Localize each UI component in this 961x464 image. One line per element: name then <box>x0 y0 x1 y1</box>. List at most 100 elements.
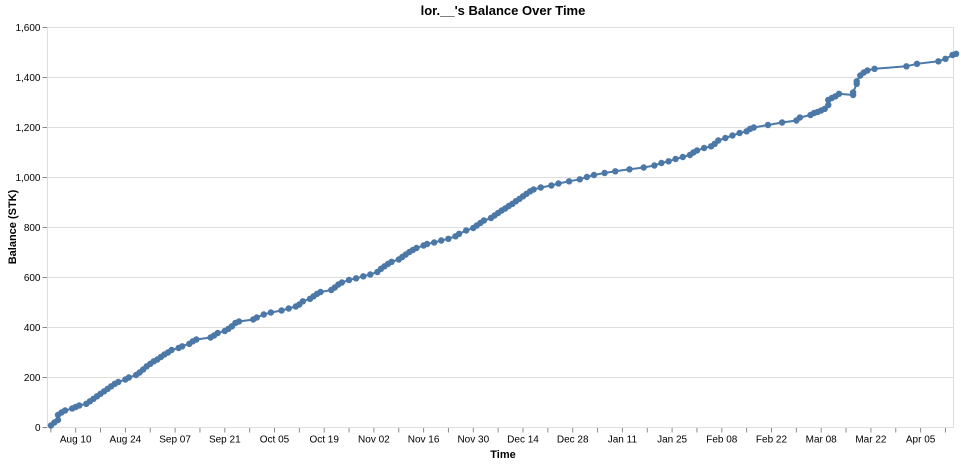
data-point <box>626 166 633 173</box>
x-tick-label: Sep 21 <box>209 435 241 446</box>
x-tick-label: Feb 22 <box>756 435 788 446</box>
data-point <box>179 343 186 350</box>
data-point <box>583 173 591 181</box>
x-tick-label: Jan 25 <box>657 435 687 446</box>
data-point <box>555 180 562 187</box>
data-point <box>576 176 583 183</box>
data-point <box>76 402 83 409</box>
x-tick-label: Aug 10 <box>60 435 92 446</box>
y-tick-label: 1,600 <box>15 23 40 34</box>
x-tick-label: Apr 05 <box>906 435 936 446</box>
data-point <box>438 237 445 244</box>
data-point <box>651 162 658 169</box>
data-point <box>722 134 729 142</box>
data-point <box>235 318 243 325</box>
data-point <box>260 311 267 318</box>
data-point <box>750 124 757 131</box>
data-point <box>54 416 62 424</box>
data-point <box>764 121 772 129</box>
data-point <box>935 58 942 65</box>
data-point <box>530 186 537 193</box>
data-point <box>640 164 647 171</box>
data-point <box>253 314 260 321</box>
data-point <box>548 182 555 189</box>
data-point <box>796 114 804 121</box>
data-point <box>445 235 452 242</box>
y-tick-label: 200 <box>24 373 41 384</box>
data-point <box>590 171 598 179</box>
data-point <box>214 329 221 337</box>
data-point <box>736 129 743 137</box>
data-point <box>537 184 544 191</box>
data-point <box>278 307 285 314</box>
data-point <box>115 378 122 386</box>
data-point <box>285 305 292 312</box>
y-axis: 0 200 400 600 800 1,000 1,200 1,400 1,600 <box>15 23 48 434</box>
data-point <box>700 144 708 152</box>
data-point <box>352 275 360 282</box>
data-point <box>480 217 488 224</box>
data-point <box>267 309 275 316</box>
data-point <box>388 258 395 265</box>
data-point <box>729 132 736 139</box>
x-tick-label: Aug 24 <box>110 435 142 446</box>
data-point <box>345 276 353 284</box>
x-tick-label: Oct 19 <box>309 435 339 446</box>
data-point <box>61 407 69 414</box>
data-point <box>413 244 420 252</box>
x-tick-label: Dec 28 <box>557 435 589 446</box>
x-tick-label: Sep 07 <box>159 435 191 446</box>
x-axis-title: Time <box>490 449 515 461</box>
data-point <box>658 159 665 167</box>
data-point <box>665 158 672 165</box>
data-point <box>601 169 608 177</box>
data-point <box>903 63 910 70</box>
data-point <box>317 288 324 296</box>
data-point <box>825 101 832 109</box>
y-axis-title: Balance (STK) <box>7 189 19 264</box>
x-tick-label: Dec 14 <box>507 435 539 446</box>
x-tick-label: Jan 11 <box>608 435 638 446</box>
data-point <box>193 336 200 343</box>
data-point <box>715 137 722 144</box>
data-point <box>853 78 860 85</box>
y-tick-label: 800 <box>24 223 41 234</box>
x-tick-label: Nov 02 <box>358 435 390 446</box>
data-point <box>338 279 346 286</box>
data-point <box>693 147 701 154</box>
y-tick-label: 400 <box>24 323 41 334</box>
y-tick-label: 600 <box>24 273 41 284</box>
data-point <box>463 227 470 234</box>
y-tick-label: 1,400 <box>15 73 40 84</box>
chart-title: lor.__'s Balance Over Time <box>421 3 586 18</box>
data-point <box>168 346 175 354</box>
data-point <box>871 65 878 73</box>
data-point <box>952 50 960 57</box>
data-point <box>849 89 857 96</box>
y-tick-label: 1,000 <box>15 173 40 184</box>
data-point <box>125 374 133 381</box>
y-tick-label: 1,200 <box>15 123 40 134</box>
balance-points <box>47 50 960 429</box>
x-axis: Aug 10 Aug 24 Sep 07 Sep 21 Oct 05 Oct 19 Nov … <box>47 427 954 446</box>
data-point <box>913 60 921 67</box>
x-tick-label: Feb 08 <box>706 435 738 446</box>
data-point <box>612 168 619 175</box>
plot-frame <box>47 27 954 428</box>
data-point <box>835 90 843 98</box>
data-point <box>360 273 367 280</box>
x-tick-label: Oct 05 <box>260 435 290 446</box>
data-point <box>679 153 686 161</box>
data-point <box>367 271 374 278</box>
data-point <box>431 239 438 246</box>
data-point <box>423 240 431 248</box>
data-point <box>299 298 307 305</box>
data-point <box>455 230 463 237</box>
data-point <box>672 155 679 163</box>
data-point <box>565 178 573 185</box>
data-point <box>864 67 871 74</box>
x-tick-label: Nov 30 <box>457 435 489 446</box>
y-tick-label: 0 <box>35 423 41 434</box>
x-tick-label: Nov 16 <box>408 435 440 446</box>
